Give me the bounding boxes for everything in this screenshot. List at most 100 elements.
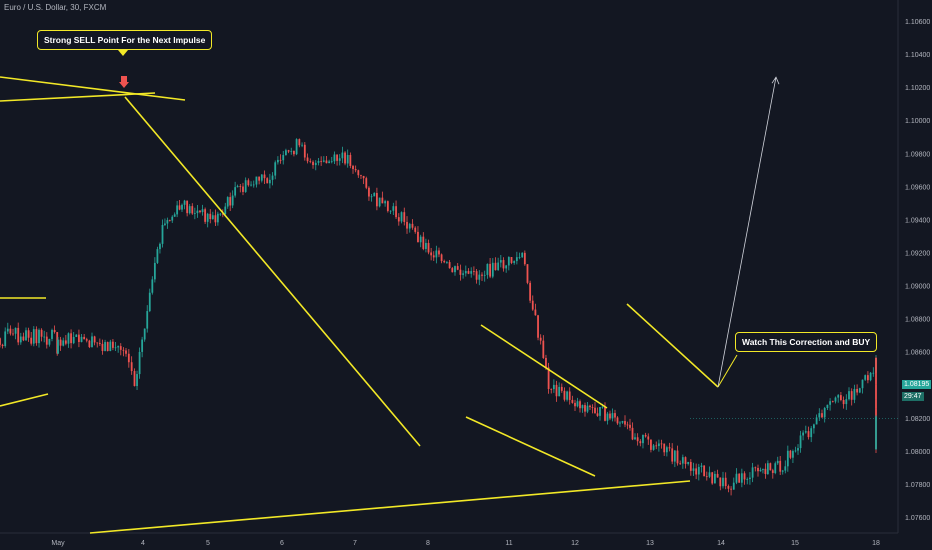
candle-body (738, 473, 741, 483)
candle-body (178, 205, 181, 210)
candle-body (534, 309, 537, 316)
candle-body (287, 150, 290, 152)
candle-body (794, 450, 797, 452)
candle-body (829, 401, 831, 405)
candle-body (199, 210, 201, 213)
candle-body (330, 161, 333, 163)
candle-body (621, 421, 624, 423)
candle-body (4, 331, 7, 347)
candle-body (475, 271, 478, 280)
candle-body (497, 262, 500, 271)
candle-body (45, 336, 48, 345)
candle-body (231, 195, 234, 206)
candle-body (214, 215, 217, 223)
candle-body (91, 336, 93, 348)
candle-body (743, 473, 746, 480)
candle-body (692, 468, 695, 471)
candle-body (634, 437, 636, 440)
candle-body (25, 330, 27, 341)
candle-body (258, 176, 261, 181)
candle-body (14, 327, 17, 334)
sell-annotation-pointer (118, 50, 128, 56)
candle-body (419, 236, 422, 243)
candle-body (596, 413, 599, 416)
candle-body (341, 152, 344, 159)
candle-body (660, 443, 663, 445)
candle-body (875, 357, 877, 370)
trendline-channel-top (480, 324, 608, 409)
candle-body (109, 341, 112, 352)
candle-body (141, 339, 144, 352)
candle-body (642, 434, 644, 444)
candle-body (601, 406, 604, 408)
candle-body (328, 161, 331, 164)
candle-body (502, 260, 505, 269)
candle-body (166, 220, 169, 224)
candle-body (314, 162, 317, 166)
candle-body (754, 467, 757, 469)
candle-body (357, 170, 360, 176)
symbol-title: Euro / U.S. Dollar, 30, FXCM (4, 3, 107, 12)
candle-body (705, 476, 708, 478)
y-tick-label: 1.09600 (905, 184, 930, 191)
candle-body (159, 243, 161, 250)
candle-body (864, 375, 867, 380)
candle-body (164, 223, 166, 225)
candle-body (481, 274, 483, 276)
candle-body (539, 337, 542, 341)
candle-body (537, 315, 539, 338)
candle-body (486, 263, 489, 275)
candle-body (510, 257, 513, 263)
candle-body (122, 349, 125, 351)
candle-body (650, 439, 652, 450)
candle-body (547, 367, 550, 389)
candle-body (183, 200, 186, 205)
candle-body (684, 457, 687, 464)
candle-body (821, 413, 823, 418)
candle-body (333, 154, 336, 162)
candle-body (443, 261, 446, 263)
candle-body (834, 397, 837, 402)
candle-body (153, 262, 156, 280)
candle-body (360, 175, 362, 177)
candle-body (764, 468, 767, 475)
candle-body (789, 450, 792, 458)
sell-arrow-stem (121, 76, 127, 82)
candle-body (17, 327, 20, 343)
candle-body (521, 252, 524, 258)
candle-body (784, 466, 787, 471)
candle-body (856, 388, 858, 393)
candle-body (6, 328, 9, 332)
candle-body (427, 242, 430, 253)
candle-body (579, 401, 581, 409)
candle-body (417, 231, 419, 243)
candle-body (127, 353, 130, 363)
y-tick-label: 1.08600 (905, 350, 930, 357)
candle-body (700, 465, 703, 467)
candle-body (325, 160, 328, 164)
candle-body (529, 282, 532, 301)
candle-body (386, 201, 389, 212)
candle-body (57, 339, 59, 354)
candle-body (301, 144, 303, 146)
candle-body (75, 334, 78, 337)
candle-body (53, 329, 56, 333)
candle-body (766, 463, 769, 475)
candle-body (568, 391, 571, 400)
candle-body (255, 176, 258, 185)
candle-body (604, 406, 606, 421)
candle-body (344, 152, 346, 164)
candle-body (614, 413, 616, 418)
x-tick-label: 5 (206, 540, 210, 547)
candle-body (473, 271, 475, 272)
candle-body (563, 390, 566, 400)
candle-body (594, 407, 596, 414)
candle-body (204, 209, 207, 222)
candle-body (112, 341, 114, 348)
candle-body (146, 311, 149, 329)
candle-body (9, 328, 12, 334)
candle-body (186, 200, 189, 214)
candle-body (711, 472, 714, 484)
candle-body (695, 468, 698, 475)
